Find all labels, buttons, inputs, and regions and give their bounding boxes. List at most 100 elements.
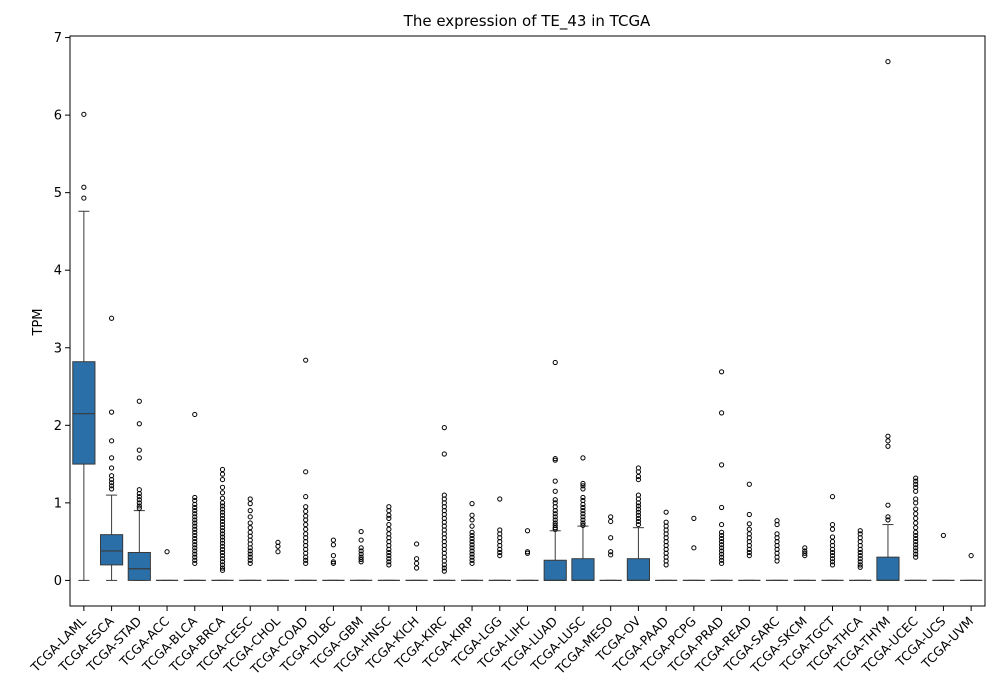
outlier-point [552, 526, 558, 532]
outlier-point [829, 494, 836, 500]
outlier-point [857, 528, 863, 534]
outlier-point [413, 560, 420, 566]
outlier-point [247, 501, 253, 507]
outlier-point [192, 545, 198, 551]
outlier-point [580, 455, 586, 461]
outlier-point [497, 496, 503, 502]
outlier-point [663, 509, 669, 515]
outlier-point [219, 540, 226, 546]
box-group [183, 411, 206, 582]
outlier-point [441, 565, 447, 571]
outlier-point [774, 558, 780, 564]
outlier-point [247, 560, 253, 566]
outlier-point [913, 529, 919, 535]
outlier-point [580, 517, 586, 523]
outlier-point [219, 531, 226, 537]
outlier-point [136, 503, 142, 509]
box [100, 534, 124, 566]
outlier-point [358, 537, 364, 543]
box-group [127, 398, 151, 581]
outlier-point [469, 517, 475, 523]
outlier-point [608, 514, 614, 520]
outlier-point [580, 511, 586, 517]
outlier-point [718, 554, 725, 560]
outlier-point [469, 501, 475, 507]
outlier-point [219, 528, 226, 534]
outlier-point [829, 556, 836, 562]
outlier-point [635, 512, 642, 518]
box-group [516, 528, 539, 582]
outlier-point [192, 511, 198, 517]
outlier-point [303, 469, 309, 475]
outlier-point [136, 505, 142, 511]
outlier-point [913, 488, 919, 494]
outlier-point [247, 520, 253, 526]
outlier-point [913, 475, 919, 481]
box-group [72, 111, 96, 581]
outlier-point [829, 562, 836, 568]
outlier-point [913, 548, 919, 554]
outlier-point [913, 520, 919, 526]
outlier-point [913, 554, 919, 560]
outlier-point [635, 518, 642, 525]
outlier-point [108, 486, 115, 492]
outlier-point [136, 494, 142, 500]
outlier-point [192, 554, 198, 560]
outlier-point [608, 549, 614, 555]
outlier-point [192, 501, 198, 508]
outlier-point [552, 457, 558, 463]
outlier-point [247, 496, 253, 502]
outlier-point [275, 543, 281, 549]
outlier-point [247, 525, 253, 531]
outlier-point [219, 552, 226, 559]
outlier-point [718, 548, 725, 554]
outlier-point [580, 522, 586, 528]
outlier-point [358, 528, 364, 535]
outlier-point [913, 515, 919, 521]
outlier-point [386, 521, 392, 528]
outlier-point [718, 521, 725, 528]
outlier-point [746, 546, 752, 552]
outlier-point [524, 549, 531, 555]
outlier-point [303, 494, 309, 500]
outlier-point [192, 560, 198, 566]
outlier-point [718, 560, 725, 566]
outlier-point [192, 551, 198, 557]
outlier-point [108, 483, 115, 489]
outlier-point [386, 515, 392, 521]
box-group [793, 545, 816, 582]
outlier-point [358, 548, 364, 554]
outlier-point [303, 357, 309, 363]
outlier-point [219, 521, 226, 528]
outlier-point [192, 504, 198, 511]
outlier-point [552, 514, 558, 520]
box-group [904, 475, 927, 582]
outlier-point [746, 511, 752, 518]
box-group [599, 514, 622, 582]
outlier-point [81, 111, 87, 117]
box-group [682, 515, 705, 582]
outlier-point [718, 532, 725, 539]
outlier-point [913, 506, 919, 512]
box-group [571, 455, 595, 582]
outlier-point [219, 500, 226, 506]
outlier-point [552, 497, 558, 503]
outlier-point [746, 552, 752, 559]
outlier-point [580, 508, 586, 514]
outlier-point [469, 539, 475, 545]
outlier-point [552, 488, 558, 494]
outlier-point [913, 542, 919, 548]
box [72, 361, 96, 465]
outlier-point [718, 539, 725, 545]
outlier-point [580, 504, 586, 511]
outlier-point [219, 466, 226, 473]
x-axis: TCGA-LAMLTCGA-ESCATCGA-STADTCGA-ACCTCGA-… [27, 606, 976, 678]
box-group [932, 532, 955, 582]
outlier-point [330, 560, 337, 566]
outlier-point [913, 481, 919, 487]
outlier-point [497, 552, 503, 559]
box-group [377, 504, 400, 582]
y-tick-label: 6 [54, 109, 62, 124]
outlier-point [330, 559, 337, 565]
